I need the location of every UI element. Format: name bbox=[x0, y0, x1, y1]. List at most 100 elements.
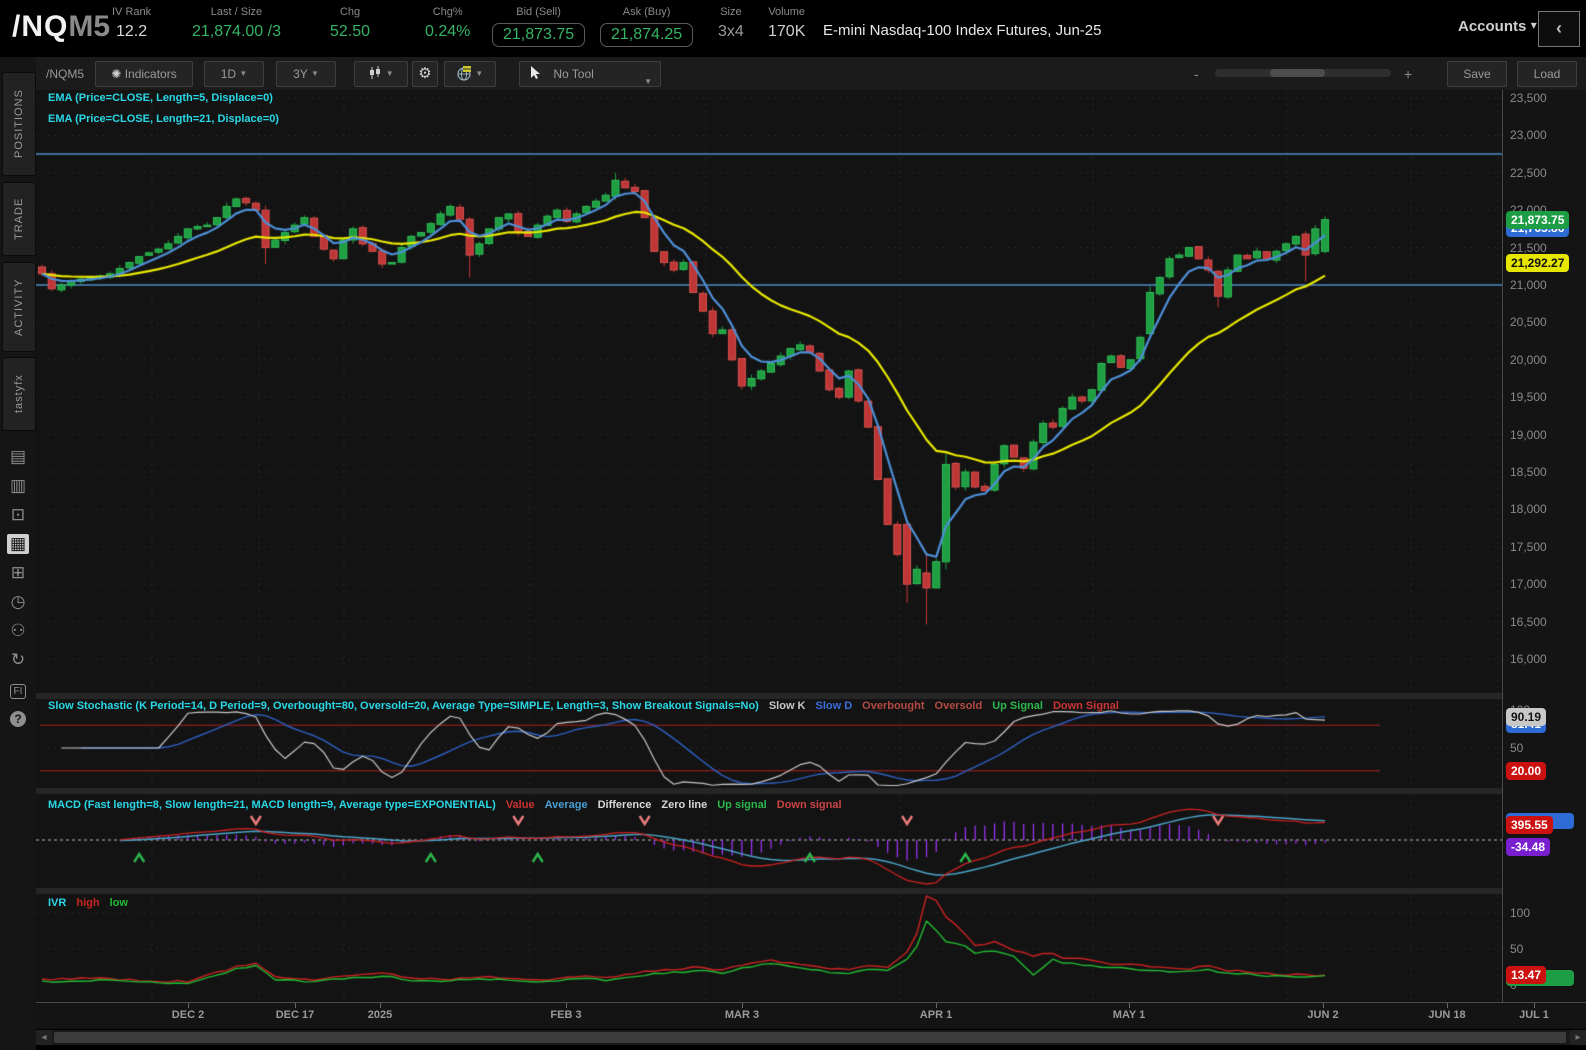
price-tick: 17,500 bbox=[1510, 539, 1547, 554]
oversold-badge: 20.00 bbox=[1506, 761, 1547, 780]
collapse-panel-button[interactable]: ‹ bbox=[1538, 11, 1580, 47]
accounts-menu[interactable]: Accounts ▾ bbox=[1458, 18, 1537, 35]
globe-grid-icon bbox=[457, 66, 471, 81]
zoom-slider[interactable] bbox=[1215, 69, 1391, 77]
time-label: DEC 17 bbox=[275, 1009, 315, 1021]
instrument-description: E-mini Nasdaq-100 Index Futures, Jun-25 bbox=[823, 22, 1102, 39]
field-label: Volume bbox=[768, 6, 806, 18]
legend-item: Slow D bbox=[815, 700, 853, 712]
save-button[interactable]: Save bbox=[1447, 61, 1507, 87]
history-icon[interactable]: ↻ bbox=[10, 650, 26, 669]
symbol-contract: M5 bbox=[68, 10, 111, 43]
time-label: JUL 1 bbox=[1519, 1009, 1549, 1021]
field-label: IV Rank bbox=[112, 6, 152, 18]
sidebar-tab-trade[interactable]: TRADE bbox=[2, 182, 36, 256]
field-value: 3x4 bbox=[718, 23, 744, 40]
zoom-out-button[interactable]: - bbox=[1194, 66, 1199, 82]
field-value: 21,874.00 /3 bbox=[192, 23, 281, 40]
horizontal-scrollbar[interactable]: ◂ ▸ bbox=[36, 1030, 1586, 1045]
field-value: 170K bbox=[768, 23, 806, 40]
time-label: MAR 3 bbox=[724, 1009, 760, 1021]
price-tick: 16,000 bbox=[1510, 652, 1547, 666]
legend-item: high bbox=[76, 897, 100, 909]
quote-field-chg%: Chg% 0.24% bbox=[425, 6, 470, 41]
chart-grid-icon[interactable]: ▦ bbox=[0, 534, 36, 554]
people-icon[interactable]: ⚇ bbox=[10, 621, 26, 640]
field-label: Bid (Sell) bbox=[516, 6, 561, 18]
legend-item: Value bbox=[505, 799, 535, 811]
time-label: MAY 1 bbox=[1112, 1009, 1146, 1021]
indicators-icon: ✺ bbox=[111, 67, 122, 81]
fi-icon[interactable]: FI bbox=[0, 679, 36, 699]
scrollbar-thumb[interactable] bbox=[54, 1032, 1566, 1043]
range-dropdown[interactable]: 3Y ▼ bbox=[276, 61, 336, 87]
monitor-chart-icon[interactable]: ⊡ bbox=[10, 505, 26, 524]
time-tick bbox=[295, 1003, 296, 1008]
field-value: 12.2 bbox=[116, 23, 148, 40]
macd-difference-badge: -34.48 bbox=[1506, 838, 1551, 857]
legend-item: Up Signal bbox=[992, 700, 1043, 712]
quote-box[interactable]: 21,874.25 bbox=[600, 23, 694, 47]
price-axis[interactable]: 23,50023,00022,50022,00021,50021,00020,5… bbox=[1502, 90, 1586, 1002]
last-price-badge: 21,873.75 bbox=[1506, 210, 1570, 229]
tab-label: POSITIONS bbox=[13, 89, 25, 159]
macd-legend: MACD (Fast length=8, Slow length=21, MAC… bbox=[48, 799, 852, 811]
chevron-down-icon: ▼ bbox=[475, 69, 484, 78]
tool-dropdown[interactable]: No Tool ▼ bbox=[519, 61, 661, 87]
stoch-tick: 50 bbox=[1510, 741, 1524, 755]
price-tick: 18,000 bbox=[1510, 502, 1547, 517]
field-value[interactable]: 21,873.75 bbox=[492, 23, 586, 47]
price-tick: 20,500 bbox=[1510, 315, 1547, 330]
slow-k-badge: 90.19 bbox=[1506, 708, 1547, 727]
price-tick: 16,500 bbox=[1510, 614, 1547, 629]
legend-item: Average bbox=[544, 799, 588, 811]
grid-style-dropdown[interactable]: ▼ bbox=[444, 61, 496, 87]
legend-title: MACD (Fast length=8, Slow length=21, MAC… bbox=[48, 799, 496, 811]
news-icon[interactable]: ▤ bbox=[9, 447, 27, 466]
tiles-icon[interactable]: ⊞ bbox=[10, 563, 26, 582]
quote-field-last-size: Last / Size 21,874.00 /3 bbox=[192, 6, 281, 41]
legend-item: Down Signal bbox=[1052, 700, 1119, 712]
time-tick bbox=[1447, 1003, 1448, 1008]
chart-toolbar: /NQM5 ✺ Indicators 1D ▼ 3Y ▼ ▼ ⚙ ▼ bbox=[36, 57, 1586, 91]
quote-field-chg: Chg 52.50 bbox=[330, 6, 370, 41]
price-tick: 18,500 bbox=[1510, 465, 1547, 479]
chevron-down-icon: ▼ bbox=[310, 69, 319, 78]
price-tick: 21,500 bbox=[1510, 240, 1547, 255]
sidebar-tab-activity[interactable]: ACTIVITY bbox=[2, 262, 36, 352]
sidebar-tab-positions[interactable]: POSITIONS bbox=[2, 72, 36, 176]
clock-icon[interactable]: ◷ bbox=[10, 592, 26, 611]
scroll-left-button[interactable]: ◂ bbox=[36, 1030, 52, 1045]
sidebar-tab-tastyfx[interactable]: tastyfx bbox=[2, 357, 36, 431]
scroll-right-button[interactable]: ▸ bbox=[1570, 1030, 1586, 1045]
ema5-label: EMA (Price=CLOSE, Length=5, Displace=0) bbox=[48, 92, 273, 104]
indicators-button[interactable]: ✺ Indicators bbox=[95, 61, 193, 87]
tab-label: TRADE bbox=[13, 197, 25, 241]
time-tick bbox=[188, 1003, 189, 1008]
chart-settings-button[interactable]: ⚙ bbox=[412, 61, 438, 87]
field-label: Chg% bbox=[432, 6, 463, 18]
time-tick bbox=[1129, 1003, 1130, 1008]
price-chart-canvas[interactable] bbox=[36, 90, 1502, 1002]
ivr-tick: 50 bbox=[1510, 942, 1524, 956]
field-label: Last / Size bbox=[210, 6, 263, 18]
chart-type-dropdown[interactable]: ▼ bbox=[354, 61, 408, 87]
time-axis[interactable]: DEC 2 DEC 17 2025 FEB 3 MAR 3 APR 1 MAY 1 JUN 2… bbox=[36, 1002, 1586, 1029]
watchlist-icon[interactable]: ▥ bbox=[9, 476, 27, 495]
zoom-slider-handle[interactable] bbox=[1270, 69, 1325, 77]
quote-box[interactable]: 21,873.75 bbox=[492, 23, 586, 47]
zoom-in-button[interactable]: + bbox=[1404, 66, 1413, 82]
field-value[interactable]: 21,874.25 bbox=[600, 23, 694, 47]
field-label: Size bbox=[720, 6, 742, 18]
quote-field-bid-sell-: Bid (Sell) 21,873.75 bbox=[492, 6, 586, 47]
chevron-down-icon: ▾ bbox=[1530, 18, 1537, 32]
quote-field-ask-buy-: Ask (Buy) 21,874.25 bbox=[600, 6, 694, 47]
legend-item: Zero line bbox=[661, 799, 708, 811]
price-tick: 20,000 bbox=[1510, 352, 1547, 367]
help-icon[interactable]: ? bbox=[0, 708, 36, 728]
time-tick bbox=[742, 1003, 743, 1008]
field-label: Ask (Buy) bbox=[622, 6, 671, 18]
quote-header: /NQM5 IV Rank 12.2 Last / Size 21,874.00 /3… bbox=[0, 0, 1586, 57]
load-button[interactable]: Load bbox=[1517, 61, 1577, 87]
timeframe-dropdown[interactable]: 1D ▼ bbox=[204, 61, 264, 87]
